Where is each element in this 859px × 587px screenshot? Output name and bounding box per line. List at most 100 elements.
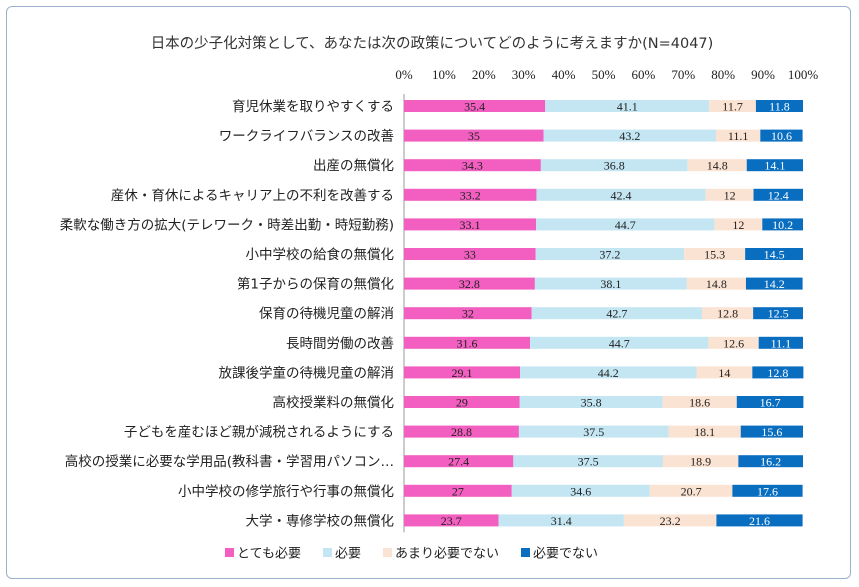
- data-label: 27.4: [448, 455, 469, 469]
- legend: とても必要 必要 あまり必要でない 必要でない: [225, 547, 598, 562]
- legend-swatch: [322, 548, 332, 557]
- data-label: 43.2: [619, 129, 640, 143]
- data-label: 12.8: [767, 366, 788, 380]
- bar-segment: [668, 425, 741, 438]
- bar-segment: [404, 248, 536, 260]
- data-label: 10.2: [772, 218, 793, 232]
- x-tick-label: 100%: [788, 67, 819, 82]
- x-tick-label: 70%: [671, 67, 695, 82]
- data-label: 42.7: [606, 307, 627, 321]
- legend-label: 必要: [335, 547, 361, 562]
- bar-row: 34.3 36.8 14.8 14.1: [404, 159, 803, 173]
- data-label: 14.2: [764, 277, 785, 291]
- bar-segment: [540, 159, 688, 172]
- data-label: 16.2: [760, 455, 781, 469]
- bar-segment: [530, 336, 709, 349]
- category-label: 出産の無償化: [313, 158, 394, 174]
- data-label: 18.9: [690, 455, 711, 469]
- data-label: 17.6: [757, 484, 778, 498]
- bar-segment: [536, 218, 715, 231]
- bar-segment: [513, 455, 663, 468]
- bar-segment: [662, 455, 739, 468]
- bar-segment: [649, 484, 733, 497]
- data-label: 34.6: [570, 484, 591, 498]
- bar-row: 23.7 31.4 23.2 21.6: [404, 514, 803, 528]
- data-label: 35.4: [464, 100, 485, 114]
- data-label: 18.6: [689, 396, 710, 410]
- category-label: 産休・育休によるキャリア上の不利を改善する: [111, 188, 394, 204]
- data-label: 15.6: [761, 425, 782, 439]
- bar-row: 35.4 41.1 11.7 11.8: [404, 100, 803, 114]
- bar-segment: [705, 188, 754, 201]
- category-label: 高校の授業に必要な学用品(教科書・学習用パソコン…: [65, 453, 394, 470]
- bar-segment: [535, 248, 685, 260]
- bar-row: 33.2 42.4 12 12.4: [404, 188, 803, 202]
- data-label: 14.8: [706, 277, 727, 291]
- bar-segment: [543, 129, 717, 142]
- category-label: 高校授業料の無償化: [273, 394, 395, 411]
- bar-segment: [623, 514, 717, 527]
- bar-segment: [686, 277, 746, 290]
- data-label: 31.4: [551, 514, 572, 528]
- data-label: 14.5: [764, 248, 785, 262]
- category-label: 長時間労働の改善: [286, 336, 394, 352]
- data-label: 14: [718, 366, 730, 380]
- bar-segment: [716, 129, 761, 142]
- bar-segment: [404, 159, 541, 172]
- data-label: 41.1: [617, 100, 638, 114]
- bar-segment: [545, 100, 710, 112]
- bar-segment: [740, 425, 803, 438]
- x-tick-label: 20%: [472, 67, 496, 82]
- data-label: 12: [724, 188, 736, 202]
- data-label: 14.1: [764, 159, 785, 173]
- bar-segment: [714, 218, 763, 231]
- bar-segment: [404, 129, 544, 142]
- bar-segment: [755, 100, 803, 112]
- bar-segment: [738, 455, 803, 468]
- data-label: 12.5: [768, 307, 789, 321]
- data-label: 38.1: [600, 277, 621, 291]
- category-label: 柔軟な働き方の拡大(テレワーク・時差出勤・時短勤務): [60, 217, 394, 233]
- x-tick-label: 0%: [395, 67, 413, 82]
- data-label: 32.8: [459, 277, 480, 291]
- data-label: 14.8: [707, 159, 728, 173]
- category-label: 小中学校の修学旅行や行事の無償化: [178, 483, 394, 500]
- data-label: 12.4: [768, 188, 789, 202]
- bar-row: 29 35.8 18.6 16.7: [404, 396, 804, 410]
- x-axis-ticks: 0% 10% 20% 30% 40% 50% 60% 70% 80% 90% 100%: [395, 67, 818, 82]
- bar-segment: [404, 425, 519, 438]
- data-label: 44.7: [615, 218, 636, 232]
- data-label: 27: [452, 484, 464, 498]
- bar-segment: [518, 425, 669, 438]
- data-label: 42.4: [611, 188, 632, 202]
- bar-segment: [732, 484, 803, 497]
- data-label: 12.6: [723, 336, 744, 350]
- bar-segment: [758, 336, 803, 349]
- data-label: 35: [468, 129, 480, 143]
- bar-segment: [753, 188, 803, 201]
- bar-segment: [404, 188, 537, 201]
- data-label: 44.7: [609, 336, 630, 350]
- bar-segment: [404, 100, 546, 112]
- data-label: 11.7: [722, 100, 743, 114]
- data-label: 11.1: [771, 336, 792, 350]
- data-label: 10.6: [771, 129, 792, 143]
- data-label: 33.2: [460, 188, 481, 202]
- bar-segment: [519, 396, 663, 408]
- bars: 35.4 41.1 11.7 11.8 35 43.2 11.1 10.6 34.3 36.8 14…: [404, 100, 804, 528]
- bar-segment: [687, 159, 747, 172]
- bar-segment: [760, 129, 803, 142]
- data-label: 23.7: [441, 514, 462, 528]
- data-label: 12: [732, 218, 744, 232]
- data-label: 21.6: [749, 514, 770, 528]
- legend-swatch: [382, 548, 392, 557]
- bar-segment: [404, 307, 532, 320]
- data-label: 29: [456, 396, 468, 410]
- bar-segment: [716, 514, 803, 527]
- data-label: 36.8: [604, 159, 625, 173]
- bar-segment: [404, 336, 531, 349]
- bar-segment: [520, 366, 697, 379]
- data-label: 34.3: [462, 159, 483, 173]
- bar-segment: [745, 248, 803, 260]
- bar-segment: [753, 307, 803, 320]
